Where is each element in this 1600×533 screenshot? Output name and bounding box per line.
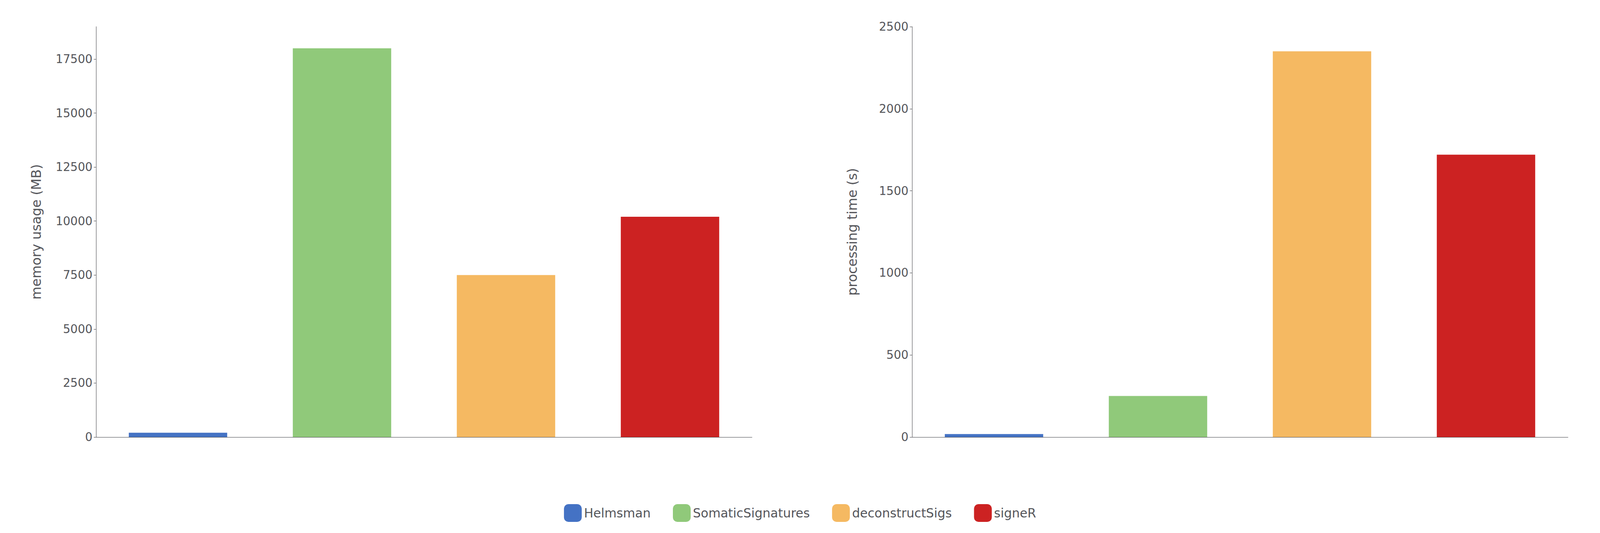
svg-text:10000: 10000 <box>55 214 93 228</box>
svg-text:2000: 2000 <box>879 102 909 116</box>
svg-text:12500: 12500 <box>55 160 93 174</box>
svg-text:1000: 1000 <box>879 266 909 280</box>
svg-text:500: 500 <box>886 348 909 362</box>
svg-text:memory usage (MB): memory usage (MB) <box>28 164 44 300</box>
svg-text:15000: 15000 <box>55 106 93 120</box>
svg-text:17500: 17500 <box>55 52 93 66</box>
svg-text:Helmsman: Helmsman <box>584 506 651 521</box>
svg-text:5000: 5000 <box>63 322 93 336</box>
svg-text:2500: 2500 <box>63 376 93 390</box>
svg-text:0: 0 <box>900 430 909 444</box>
svg-text:SomaticSignatures: SomaticSignatures <box>692 506 810 521</box>
svg-text:deconstructSigs: deconstructSigs <box>852 506 952 521</box>
svg-text:processing time (s): processing time (s) <box>844 168 860 296</box>
svg-text:2500: 2500 <box>879 20 909 34</box>
svg-text:1500: 1500 <box>879 184 909 198</box>
svg-text:7500: 7500 <box>63 268 93 282</box>
svg-text:signeR: signeR <box>994 506 1037 521</box>
svg-text:0: 0 <box>84 430 93 444</box>
